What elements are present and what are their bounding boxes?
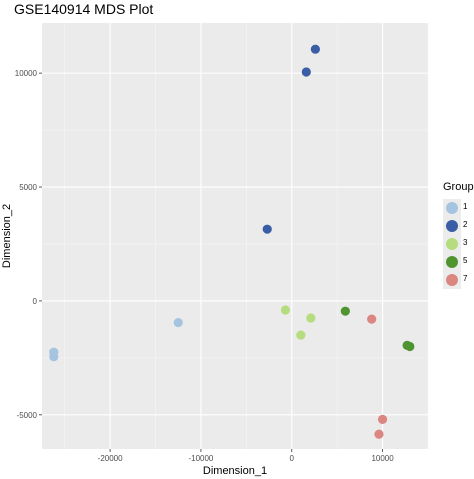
legend-item-3: 3 — [443, 235, 474, 253]
legend-dot — [446, 274, 458, 286]
legend-item-1: 1 — [443, 199, 474, 217]
legend-title: Groups — [443, 181, 474, 193]
legend-label: 2 — [463, 220, 468, 229]
data-point-group-2 — [310, 44, 320, 54]
y-tick-label: 0 — [33, 297, 38, 306]
data-point-group-3 — [280, 305, 291, 315]
legend-item-7: 7 — [443, 271, 474, 289]
data-point-group-2 — [262, 224, 272, 234]
data-point-group-3 — [296, 330, 306, 340]
legend-dot — [446, 238, 458, 250]
data-point-group-2 — [301, 67, 311, 77]
legend-label: 7 — [463, 274, 468, 283]
x-tick-label: 10000 — [371, 454, 394, 463]
legend-dot — [446, 256, 458, 268]
data-point-group-5 — [340, 306, 350, 316]
data-point-group-7 — [367, 314, 377, 324]
data-point-group-1 — [173, 317, 183, 328]
legend-key — [443, 199, 461, 217]
legend-key — [443, 217, 461, 235]
legend-key — [443, 253, 461, 271]
legend-dot — [446, 202, 458, 214]
plot-panel — [42, 23, 428, 449]
data-points — [49, 44, 415, 439]
y-tick-label: 10000 — [15, 69, 38, 78]
x-tick-label: -20000 — [98, 454, 123, 463]
data-point-group-7 — [377, 414, 388, 424]
data-point-group-5 — [405, 341, 415, 352]
legend-item-5: 5 — [443, 253, 474, 271]
legend-dot — [446, 220, 458, 232]
legend-label: 3 — [463, 238, 468, 247]
y-tick-label: 5000 — [19, 183, 37, 192]
y-axis-ticks: -5000 0 5000 10000 — [15, 69, 42, 420]
legend-key — [443, 235, 461, 253]
legend-item-2: 2 — [443, 217, 474, 235]
legend-label: 5 — [463, 256, 468, 265]
legend-key — [443, 271, 461, 289]
data-point-group-3 — [306, 313, 316, 323]
major-gridlines — [42, 23, 428, 449]
x-axis-title: Dimension_1 — [203, 465, 267, 477]
chart-title: GSE140914 MDS Plot — [14, 1, 154, 17]
data-point-group-7 — [374, 429, 384, 439]
minor-gridlines — [42, 23, 429, 449]
data-point-group-1 — [49, 352, 59, 362]
y-axis-title: Dimension_2 — [1, 204, 13, 268]
x-axis-ticks: -20000 -10000 0 10000 — [98, 449, 394, 463]
x-tick-label: 0 — [290, 454, 295, 463]
x-tick-label: -10000 — [188, 454, 213, 463]
y-tick-label: -5000 — [17, 411, 38, 420]
legend-label: 1 — [463, 202, 468, 211]
